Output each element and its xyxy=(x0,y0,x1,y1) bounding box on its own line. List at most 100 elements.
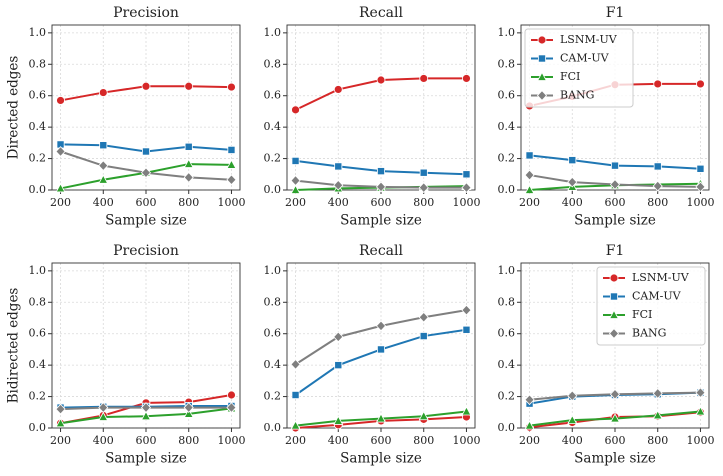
legend-marker xyxy=(608,328,620,339)
marker xyxy=(141,410,151,421)
marker xyxy=(461,182,472,194)
x-axis-label: Sample size xyxy=(574,213,656,229)
marker xyxy=(226,402,237,413)
marker xyxy=(524,394,535,406)
legend-marker xyxy=(537,71,547,81)
x-tick-label: 200 xyxy=(519,196,540,209)
legend-label: FCI xyxy=(560,70,580,83)
marker xyxy=(695,181,706,193)
y-tick-label: 0.0 xyxy=(29,183,47,196)
marker xyxy=(227,390,236,400)
marker xyxy=(55,403,66,415)
x-tick-label: 600 xyxy=(136,434,157,447)
x-tick-label: 1000 xyxy=(217,196,245,209)
marker xyxy=(290,358,301,370)
marker xyxy=(419,168,428,177)
marker xyxy=(140,167,152,179)
x-tick-label: 800 xyxy=(647,434,668,447)
marker xyxy=(609,388,621,400)
y-tick-label: 0.6 xyxy=(264,89,282,102)
marker xyxy=(375,181,387,193)
x-tick-label: 400 xyxy=(93,196,114,209)
x-axis-label: Sample size xyxy=(340,451,422,467)
marker xyxy=(333,85,343,94)
x-tick-label: 400 xyxy=(328,434,349,447)
y-tick-label: 1.0 xyxy=(264,26,282,39)
legend-box xyxy=(524,28,634,108)
marker xyxy=(55,183,66,193)
legend-marker xyxy=(610,292,619,301)
marker xyxy=(55,146,66,157)
y-tick-label: 0.6 xyxy=(29,89,47,102)
legend-marker xyxy=(536,90,548,101)
x-tick-label: 1000 xyxy=(686,434,714,447)
marker xyxy=(418,410,429,421)
y-tick-label: 0.6 xyxy=(264,327,282,340)
x-tick-label: 400 xyxy=(328,196,349,209)
y-tick-label: 0.6 xyxy=(29,327,47,340)
marker xyxy=(184,142,193,151)
marker xyxy=(98,88,108,97)
y-tick-label: 0.8 xyxy=(498,295,516,308)
marker xyxy=(376,345,385,354)
subplot-title: Precision xyxy=(113,5,179,21)
marker xyxy=(333,331,344,343)
y-tick-label: 0.6 xyxy=(498,89,516,102)
marker xyxy=(462,74,471,83)
marker xyxy=(98,160,109,172)
marker xyxy=(184,81,194,91)
subplot-title: Recall xyxy=(359,5,403,21)
x-axis-label: Sample size xyxy=(340,213,422,229)
marker xyxy=(333,179,344,191)
x-tick-label: 800 xyxy=(647,196,668,209)
y-tick-label: 1.0 xyxy=(498,264,516,277)
x-tick-label: 200 xyxy=(50,434,71,447)
x-tick-label: 200 xyxy=(519,434,540,447)
marker xyxy=(419,74,429,83)
marker xyxy=(462,170,471,179)
y-tick-label: 0.0 xyxy=(264,421,282,434)
x-tick-label: 400 xyxy=(93,434,114,447)
y-tick-label: 0.0 xyxy=(264,183,282,196)
marker xyxy=(610,413,620,423)
marker xyxy=(99,141,108,150)
x-tick-label: 400 xyxy=(562,196,583,209)
x-tick-label: 600 xyxy=(605,196,626,209)
marker xyxy=(183,158,194,168)
y-tick-label: 0.4 xyxy=(498,358,516,371)
marker xyxy=(334,361,343,370)
x-tick-label: 1000 xyxy=(686,196,714,209)
legend-label: FCI xyxy=(632,308,652,321)
marker xyxy=(227,145,236,154)
x-tick-label: 1000 xyxy=(217,434,245,447)
marker xyxy=(98,411,109,421)
marker xyxy=(696,164,705,173)
legend: LSNM-UV CAM-UV FCI BANG xyxy=(524,28,634,108)
marker xyxy=(696,79,705,89)
marker xyxy=(141,81,151,91)
marker xyxy=(98,174,109,184)
y-axis-label: Bidirected edges xyxy=(6,288,22,404)
y-tick-label: 0.0 xyxy=(498,421,516,434)
marker xyxy=(376,413,386,423)
marker xyxy=(524,184,535,194)
marker xyxy=(291,156,300,165)
marker xyxy=(376,167,385,176)
marker xyxy=(291,105,300,115)
marker xyxy=(290,175,301,186)
marker xyxy=(55,417,66,428)
marker xyxy=(418,311,429,323)
subplot: 0.0 0.2 0.4 0.6 0.8 1.0 200 400 600 800 1000 Recall… xyxy=(264,5,481,229)
marker xyxy=(461,406,472,416)
marker xyxy=(419,332,428,341)
marker xyxy=(227,82,236,92)
marker xyxy=(333,415,344,425)
legend-label: LSNM-UV xyxy=(632,271,690,284)
y-tick-label: 0.2 xyxy=(29,152,47,165)
x-tick-label: 600 xyxy=(605,434,626,447)
y-tick-label: 1.0 xyxy=(264,264,282,277)
y-tick-label: 0.8 xyxy=(29,57,47,70)
marker xyxy=(290,184,301,194)
legend-label: BANG xyxy=(632,327,666,340)
